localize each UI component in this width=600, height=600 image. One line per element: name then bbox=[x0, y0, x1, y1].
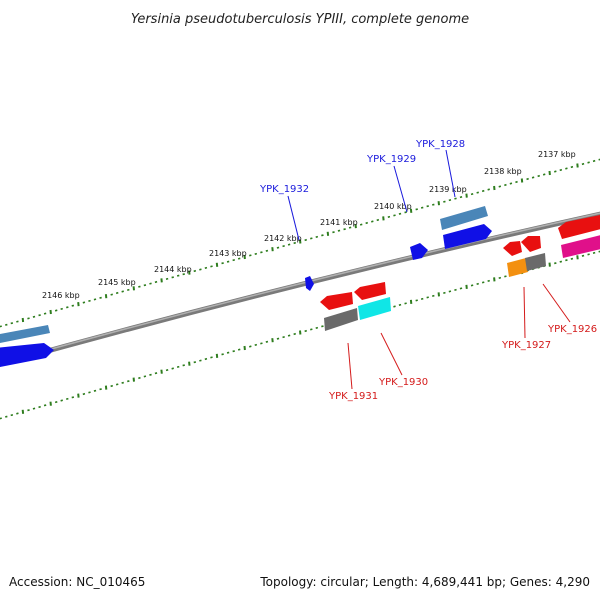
gene-arrow[interactable] bbox=[558, 214, 600, 239]
forward-genes bbox=[0, 206, 492, 368]
gene-label[interactable]: YPK_1928 bbox=[415, 139, 465, 150]
gene-label[interactable]: YPK_1932 bbox=[259, 184, 309, 195]
gene-arrow[interactable] bbox=[440, 206, 488, 230]
genome-backbone bbox=[0, 211, 600, 367]
map-title: Yersinia pseudotuberculosis YPIII, compl… bbox=[131, 12, 469, 27]
gene-arrow[interactable] bbox=[525, 253, 546, 271]
genome-backbone-highlight bbox=[0, 212, 600, 364]
gene-arrow[interactable] bbox=[503, 241, 522, 256]
label-leaders bbox=[287, 149, 571, 390]
gene-label[interactable]: YPK_1931 bbox=[328, 391, 378, 402]
tick-label: 2142 kbp bbox=[264, 234, 302, 243]
tick-label: 2145 kbp bbox=[98, 278, 136, 287]
tick-label: 2140 kbp bbox=[374, 202, 412, 211]
gene-label[interactable]: YPK_1929 bbox=[366, 154, 416, 165]
gene-arrow[interactable] bbox=[0, 343, 54, 368]
gene-arrow[interactable] bbox=[305, 276, 314, 291]
gene-arrow[interactable] bbox=[443, 224, 492, 249]
gene-arrow[interactable] bbox=[320, 292, 353, 310]
tick-label: 2141 kbp bbox=[320, 218, 358, 227]
gene-arrow[interactable] bbox=[410, 243, 428, 260]
tick-label: 2143 kbp bbox=[209, 249, 247, 258]
gene-arrow[interactable] bbox=[561, 234, 600, 258]
genome-summary-text: Topology: circular; Length: 4,689,441 bp… bbox=[259, 575, 590, 589]
outer-scale-ring bbox=[0, 158, 600, 328]
tick-label: 2139 kbp bbox=[429, 185, 467, 194]
tick-label: 2138 kbp bbox=[484, 167, 522, 176]
gene-labels: YPK_1932 YPK_1929 YPK_1928 YPK_1931 YPK_… bbox=[259, 139, 597, 402]
gene-arrow[interactable] bbox=[521, 236, 541, 252]
gene-label[interactable]: YPK_1927 bbox=[501, 340, 551, 351]
reverse-genes bbox=[320, 214, 600, 331]
tick-label: 2144 kbp bbox=[154, 265, 192, 274]
gene-arrow[interactable] bbox=[0, 325, 50, 344]
gene-arrow[interactable] bbox=[324, 308, 358, 331]
gene-arrow[interactable] bbox=[354, 282, 386, 300]
accession-text: Accession: NC_010465 bbox=[9, 575, 145, 589]
tick-label: 2137 kbp bbox=[538, 150, 576, 159]
gene-arrow[interactable] bbox=[507, 258, 528, 277]
gene-label[interactable]: YPK_1930 bbox=[378, 377, 428, 388]
tick-label: 2146 kbp bbox=[42, 291, 80, 300]
gene-arrow[interactable] bbox=[358, 297, 391, 320]
scale-labels: 2146 kbp 2145 kbp 2144 kbp 2143 kbp 2142… bbox=[42, 150, 576, 300]
gene-label[interactable]: YPK_1926 bbox=[547, 324, 597, 335]
